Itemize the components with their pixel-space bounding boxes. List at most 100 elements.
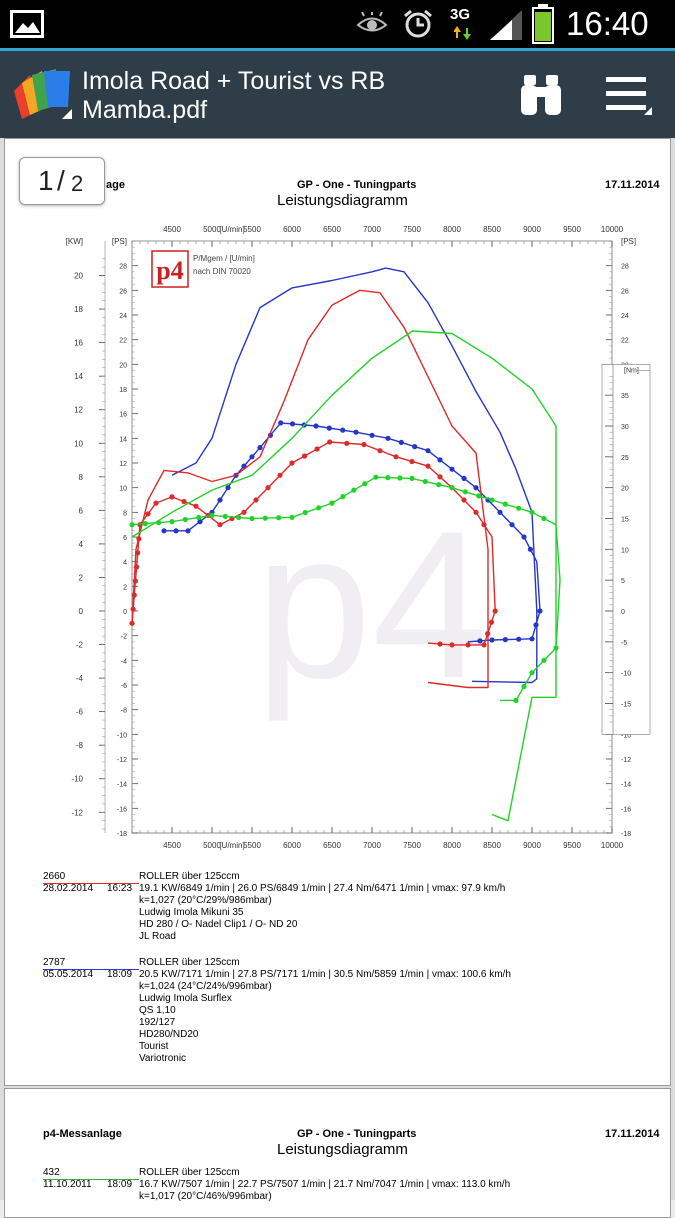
torque-point-series-3 bbox=[521, 683, 527, 690]
pdf-page-1[interactable]: age GP - One - Tuningparts 17.11.2014 Le… bbox=[4, 138, 671, 1086]
record-1-line: k=1,027 (20°C/29%/986mbar) bbox=[139, 895, 272, 906]
page2-record-date: 11.10.2011 bbox=[43, 1179, 92, 1190]
torque-point-series-2 bbox=[302, 453, 308, 459]
x-tick-label-top: 9500 bbox=[563, 225, 581, 234]
torque-point-series-2 bbox=[134, 564, 140, 570]
torque-point-series-3 bbox=[169, 519, 175, 525]
torque-point-series-2 bbox=[169, 494, 175, 500]
record-1-line: Ludwig Imola Mikuni 35 bbox=[139, 907, 244, 918]
torque-point-series-3 bbox=[436, 482, 442, 488]
nm-tick-label: -5 bbox=[621, 640, 627, 647]
record-2-id: 2787 bbox=[43, 957, 66, 968]
ps-tick-label-right: 22 bbox=[621, 338, 629, 345]
torque-point-series-1 bbox=[521, 534, 527, 540]
torque-point-series-1 bbox=[161, 528, 167, 534]
app-logo-icon[interactable] bbox=[8, 65, 72, 123]
chart-legend-line2: nach DIN 70020 bbox=[193, 267, 251, 276]
kw-tick-label: 14 bbox=[74, 372, 83, 381]
binoculars-icon[interactable] bbox=[520, 73, 562, 117]
torque-point-series-2 bbox=[473, 509, 479, 515]
ps-tick-label-right: -10 bbox=[621, 732, 631, 739]
torque-point-series-3 bbox=[462, 489, 468, 495]
torque-point-series-3 bbox=[373, 474, 379, 480]
torque-point-series-2 bbox=[393, 454, 399, 460]
torque-point-series-2 bbox=[492, 608, 498, 614]
torque-point-series-1 bbox=[537, 608, 543, 614]
torque-point-series-1 bbox=[326, 425, 332, 431]
x-tick-label-bottom: 4500 bbox=[163, 841, 181, 850]
torque-point-series-1 bbox=[449, 466, 455, 472]
torque-point-series-1 bbox=[313, 423, 319, 429]
record-1-line: 19.1 KW/6849 1/min | 26.0 PS/6849 1/min … bbox=[139, 883, 506, 894]
power-curve-series-2 bbox=[131, 289, 489, 689]
torque-point-series-1 bbox=[412, 444, 418, 450]
ps-tick-label-left: -2 bbox=[121, 634, 127, 641]
ps-tick-label-left: -16 bbox=[117, 806, 127, 813]
torque-point-series-2 bbox=[485, 631, 491, 637]
page1-header-left: age bbox=[106, 179, 125, 191]
svg-text:p4: p4 bbox=[156, 256, 183, 285]
power-curve-series-1 bbox=[171, 267, 538, 684]
nm-tick-label: 30 bbox=[621, 424, 629, 431]
status-bar: 3G 16:40 bbox=[0, 0, 675, 48]
ps-tick-label-right: 28 bbox=[621, 264, 629, 271]
document-viewer[interactable]: age GP - One - Tuningparts 17.11.2014 Le… bbox=[0, 138, 675, 1218]
ps-tick-label-left: 6 bbox=[123, 535, 127, 542]
menu-icon[interactable] bbox=[606, 75, 652, 115]
torque-point-series-3 bbox=[142, 521, 148, 527]
page-indicator[interactable]: 1 / 2 bbox=[19, 157, 105, 205]
torque-point-series-2 bbox=[425, 463, 431, 469]
torque-point-series-1 bbox=[477, 638, 483, 644]
nm-tick-label: -15 bbox=[621, 702, 631, 709]
ps-tick-label-left: 0 bbox=[123, 609, 127, 616]
ps-tick-label-left: -6 bbox=[121, 683, 127, 690]
page-indicator-current: 1 bbox=[38, 165, 54, 196]
record-2-line: k=1,024 (24°C/24%/996mbar) bbox=[139, 981, 272, 992]
x-tick-label-top: 7000 bbox=[363, 225, 381, 234]
torque-point-series-3 bbox=[262, 515, 268, 521]
torque-point-series-3 bbox=[156, 520, 162, 526]
ps-tick-label-left: 12 bbox=[119, 461, 127, 468]
kw-tick-label: -10 bbox=[71, 775, 83, 784]
network-3g-icon: 3G bbox=[448, 6, 478, 42]
x-tick-label-bottom: 8500 bbox=[483, 841, 501, 850]
torque-point-series-1 bbox=[197, 519, 203, 525]
torque-point-series-2 bbox=[265, 485, 271, 491]
torque-point-series-1 bbox=[289, 421, 296, 427]
record-2-vehicle: ROLLER über 125ccm bbox=[139, 957, 240, 968]
page2-record-id: 432 bbox=[43, 1167, 60, 1178]
ps-tick-label-left: 10 bbox=[119, 486, 127, 493]
page2-record-time: 18:09 bbox=[107, 1179, 133, 1190]
torque-point-series-2 bbox=[193, 503, 199, 509]
kw-axis-label: [KW] bbox=[66, 237, 83, 246]
nm-tick-label: 20 bbox=[621, 486, 629, 493]
ps-axis-label-left: [PS] bbox=[112, 237, 127, 246]
torque-point-series-2 bbox=[181, 498, 187, 505]
x-tick-label-top: 5000 bbox=[203, 225, 221, 234]
page-indicator-total: 2 bbox=[71, 171, 84, 196]
torque-point-series-3 bbox=[502, 501, 508, 507]
torque-point-series-1 bbox=[502, 637, 508, 643]
torque-point-series-3 bbox=[409, 475, 415, 481]
power-curve-series-3 bbox=[131, 330, 557, 822]
document-title: Imola Road + Tourist vs RB Mamba.pdf bbox=[82, 67, 502, 125]
pdf-page-2[interactable]: p4-Messanlage GP - One - Tuningparts 17.… bbox=[4, 1088, 671, 1218]
record-2-line: Ludwig Imola Surflex bbox=[139, 993, 232, 1004]
ps-tick-label-left: 8 bbox=[123, 510, 127, 517]
record-1-vehicle: ROLLER über 125ccm bbox=[139, 871, 240, 882]
torque-point-series-3 bbox=[362, 481, 368, 487]
torque-point-series-3 bbox=[476, 493, 482, 499]
kw-tick-label: 10 bbox=[74, 439, 83, 448]
torque-point-series-3 bbox=[209, 512, 215, 518]
torque-point-series-1 bbox=[385, 435, 391, 441]
page2-record-line: 16.7 KW/7507 1/min | 22.7 PS/7507 1/min … bbox=[139, 1179, 511, 1190]
torque-point-series-1 bbox=[225, 485, 231, 491]
x-tick-label-top: 8000 bbox=[443, 225, 461, 234]
torque-point-series-2 bbox=[481, 522, 487, 528]
record-2-underline bbox=[43, 969, 139, 970]
nm-tick-label: 15 bbox=[621, 517, 629, 524]
torque-point-series-2 bbox=[129, 620, 135, 626]
record-2-line: 20.5 KW/7171 1/min | 27.8 PS/7171 1/min … bbox=[139, 969, 511, 980]
nm-tick-label: 35 bbox=[621, 393, 629, 400]
torque-point-series-3 bbox=[553, 645, 559, 651]
